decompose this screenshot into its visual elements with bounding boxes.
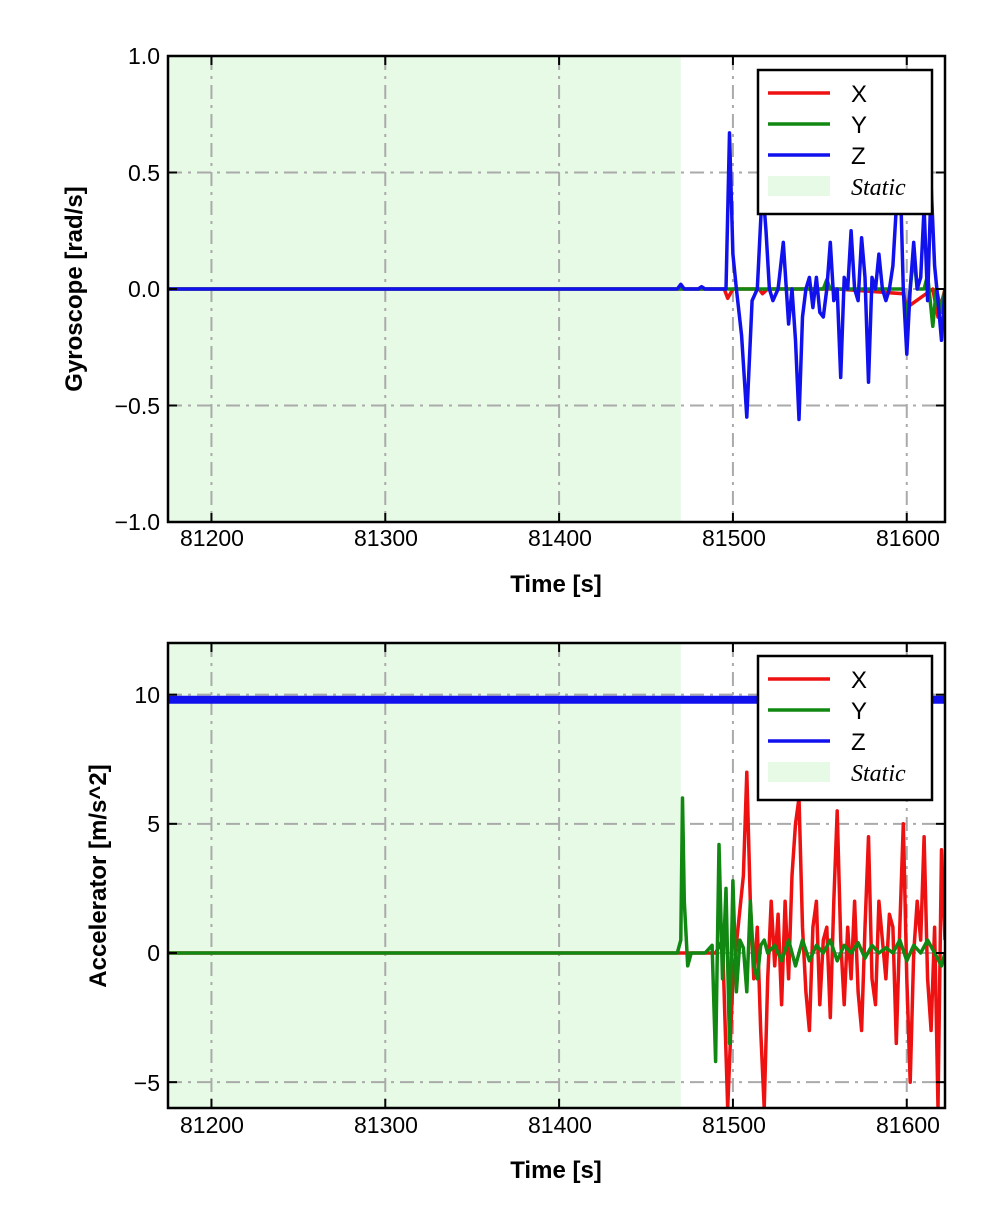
- gyroscope-ytick-label: −1.0: [115, 509, 160, 535]
- gyroscope-ytick-label: 0.5: [128, 160, 160, 186]
- gyroscope-xtick-label: 81300: [354, 525, 418, 551]
- accelerator-xtick-label: 81300: [354, 1112, 418, 1138]
- accelerator-ytick-label: 10: [134, 682, 160, 708]
- accelerator-ytick-label: 5: [147, 811, 160, 837]
- accelerator-xtick-label: 81600: [876, 1112, 940, 1138]
- gyroscope-xaxis-label: Time [s]: [510, 571, 602, 598]
- gyroscope-series-lines: [168, 131, 945, 422]
- gyroscope-ticks: [168, 55, 945, 523]
- accelerator-xaxis-label: Time [s]: [510, 1157, 602, 1184]
- accelerator-xtick-label: 81200: [180, 1112, 244, 1138]
- accelerator-legend: X Y Z Static: [756, 654, 934, 802]
- legend-label-x: X: [851, 667, 867, 694]
- legend-label-y: Y: [851, 112, 867, 139]
- gyroscope-panel: 1.0 0.5 0.0 −0.5 −1.0 81200 81300 81400 …: [61, 43, 947, 598]
- legend-label-z: Z: [851, 729, 866, 756]
- accelerator-ytick-label: 0: [147, 940, 160, 966]
- accelerator-ticks: [168, 643, 945, 1108]
- accelerator-xtick-label: 81500: [702, 1112, 766, 1138]
- accelerator-series-y-line: [168, 796, 945, 1064]
- accelerator-panel: 10 5 0 −5 81200 81300 81400 81500 81600 …: [85, 641, 947, 1184]
- accelerator-plot-frame: [166, 641, 947, 1110]
- gyroscope-xtick-label: 81400: [528, 525, 592, 551]
- gyroscope-xtick-label: 81500: [702, 525, 766, 551]
- gyroscope-ytick-label: 1.0: [128, 43, 160, 69]
- gyroscope-xtick-label: 81600: [876, 525, 940, 551]
- gyroscope-yaxis-label: Gyroscope [rad/s]: [61, 186, 88, 391]
- accelerator-static-region: [168, 643, 681, 1108]
- legend-swatch-static: [768, 176, 830, 196]
- accelerator-series-x-line: [168, 770, 945, 1108]
- accelerator-xtick-label: 81400: [528, 1112, 592, 1138]
- accelerator-ytick-label: −5: [134, 1070, 160, 1096]
- legend-label-x: X: [851, 81, 867, 108]
- legend-label-static: Static: [851, 175, 906, 201]
- legend-swatch-static: [768, 762, 830, 782]
- gyroscope-ytick-label: 0.0: [128, 276, 160, 302]
- legend-label-static: Static: [851, 761, 906, 787]
- gyroscope-series-z-line: [168, 131, 945, 422]
- legend-label-z: Z: [851, 143, 866, 170]
- gyroscope-xtick-label: 81200: [180, 525, 244, 551]
- accelerator-yaxis-label: Accelerator [m/s^2]: [85, 764, 112, 987]
- gyroscope-ytick-label: −0.5: [115, 393, 160, 419]
- legend-label-y: Y: [851, 698, 867, 725]
- gyroscope-legend: X Y Z Static: [756, 68, 934, 216]
